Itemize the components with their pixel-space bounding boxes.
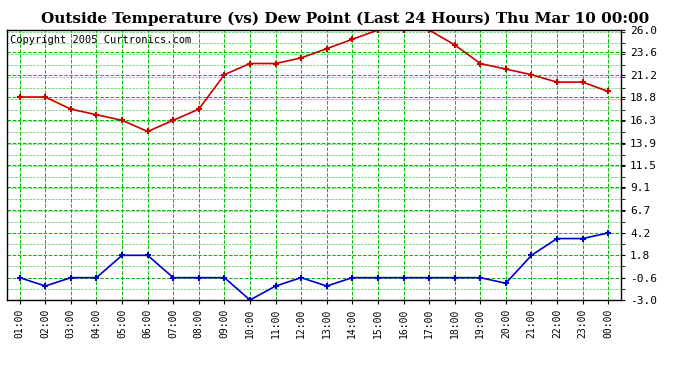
Text: Copyright 2005 Curtronics.com: Copyright 2005 Curtronics.com bbox=[10, 35, 191, 45]
Text: Outside Temperature (vs) Dew Point (Last 24 Hours) Thu Mar 10 00:00: Outside Temperature (vs) Dew Point (Last… bbox=[41, 11, 649, 26]
